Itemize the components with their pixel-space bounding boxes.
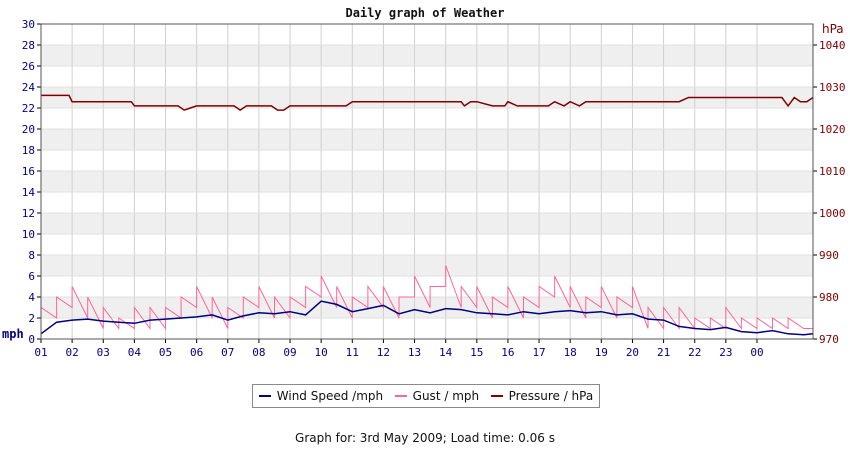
left-tick-label: 26 bbox=[22, 60, 35, 73]
series-layer bbox=[40, 94, 814, 336]
x-tick-label: 04 bbox=[128, 346, 142, 359]
left-tick-label: 28 bbox=[22, 39, 35, 52]
legend-item-gust: Gust / mph bbox=[394, 389, 480, 403]
x-tick-label: 06 bbox=[190, 346, 203, 359]
background-band bbox=[41, 213, 813, 234]
background-band bbox=[41, 255, 813, 276]
right-tick-label: 990 bbox=[819, 249, 839, 262]
right-tick-label: 970 bbox=[819, 333, 839, 346]
legend-item-pressure: Pressure / hPa bbox=[490, 389, 594, 403]
pressure-line bbox=[41, 94, 814, 112]
chart-title: Daily graph of Weather bbox=[346, 6, 505, 20]
x-tick-label: 15 bbox=[470, 346, 483, 359]
x-tick-label: 01 bbox=[34, 346, 47, 359]
tick-labels: 01 02 03 04 05 06 07 08 09 10 11 12 13 14 15 16 17 18 19 20… bbox=[22, 18, 846, 359]
legend-item-wind-speed: Wind Speed /mph bbox=[258, 389, 384, 403]
left-tick-label: 20 bbox=[22, 123, 35, 136]
left-tick-label: 6 bbox=[28, 270, 35, 283]
x-tick-label: 02 bbox=[66, 346, 79, 359]
legend-label-pressure: Pressure / hPa bbox=[508, 389, 594, 403]
left-tick-label: 12 bbox=[22, 207, 35, 220]
wind-speed-line bbox=[40, 300, 814, 336]
right-tick-label: 1010 bbox=[819, 165, 846, 178]
left-tick-label: 0 bbox=[28, 333, 35, 346]
x-tick-label: 14 bbox=[439, 346, 453, 359]
x-tick-label: 16 bbox=[501, 346, 514, 359]
left-axis-unit: mph bbox=[2, 327, 24, 341]
legend: Wind Speed /mph Gust / mph Pressure / hP… bbox=[252, 384, 600, 408]
left-tick-label: 14 bbox=[22, 186, 36, 199]
left-tick-label: 18 bbox=[22, 144, 35, 157]
background-band bbox=[41, 87, 813, 108]
legend-label-wind-speed: Wind Speed /mph bbox=[276, 389, 384, 403]
x-tick-label: 09 bbox=[283, 346, 296, 359]
right-tick-label: 980 bbox=[819, 291, 839, 304]
background-band bbox=[41, 297, 813, 318]
left-tick-label: 16 bbox=[22, 165, 35, 178]
footer-status: Graph for: 3rd May 2009; Load time: 0.06… bbox=[295, 431, 555, 445]
x-tick-label: 00 bbox=[750, 346, 763, 359]
x-tick-label: 22 bbox=[688, 346, 701, 359]
left-tick-label: 30 bbox=[22, 18, 35, 31]
left-tick-label: 2 bbox=[28, 312, 35, 325]
x-tick-label: 03 bbox=[97, 346, 110, 359]
plot-background bbox=[41, 24, 813, 339]
gust-line bbox=[40, 265, 813, 331]
x-tick-label: 19 bbox=[595, 346, 608, 359]
x-tick-label: 12 bbox=[377, 346, 390, 359]
left-tick-label: 8 bbox=[28, 249, 35, 262]
left-tick-label: 4 bbox=[28, 291, 35, 304]
axes-frame bbox=[37, 23, 817, 343]
left-tick-label: 22 bbox=[22, 102, 35, 115]
right-tick-label: 1020 bbox=[819, 123, 846, 136]
x-tick-label: 21 bbox=[657, 346, 670, 359]
x-tick-label: 18 bbox=[564, 346, 577, 359]
x-tick-label: 08 bbox=[252, 346, 265, 359]
legend-swatch-pressure bbox=[490, 395, 503, 397]
x-tick-label: 17 bbox=[532, 346, 545, 359]
right-tick-label: 1030 bbox=[819, 81, 846, 94]
x-tick-label: 10 bbox=[315, 346, 328, 359]
legend-swatch-wind-speed bbox=[258, 395, 271, 397]
background-band bbox=[41, 45, 813, 66]
right-axis-unit: hPa bbox=[822, 22, 844, 36]
plot-frame bbox=[40, 23, 814, 340]
legend-label-gust: Gust / mph bbox=[412, 389, 480, 403]
x-tick-label: 23 bbox=[719, 346, 732, 359]
x-tick-label: 07 bbox=[221, 346, 234, 359]
left-tick-label: 10 bbox=[22, 228, 35, 241]
right-tick-label: 1040 bbox=[819, 39, 846, 52]
legend-swatch-gust bbox=[394, 395, 407, 397]
left-tick-label: 24 bbox=[22, 81, 36, 94]
x-tick-label: 05 bbox=[159, 346, 172, 359]
x-tick-label: 20 bbox=[626, 346, 639, 359]
background-band bbox=[41, 171, 813, 192]
right-tick-label: 1000 bbox=[819, 207, 846, 220]
x-tick-label: 11 bbox=[346, 346, 359, 359]
x-tick-label: 13 bbox=[408, 346, 421, 359]
background-band bbox=[41, 129, 813, 150]
